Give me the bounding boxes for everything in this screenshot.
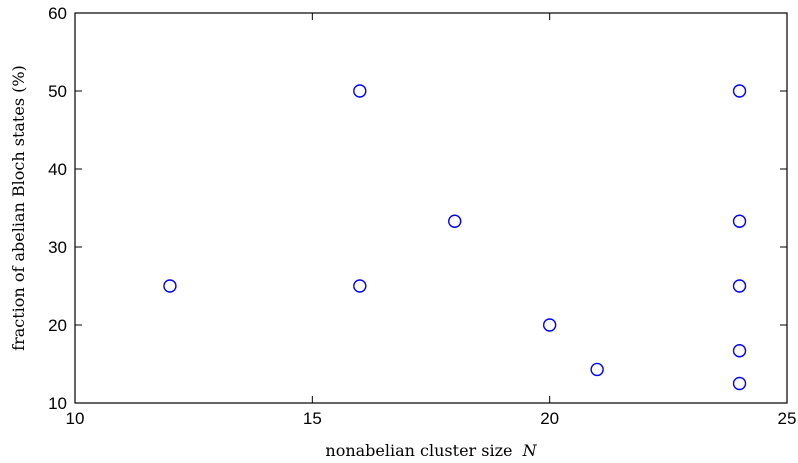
data-point <box>732 344 747 358</box>
y-axis-label: fraction of abelian Bloch states (%) <box>9 65 28 351</box>
data-point <box>353 84 367 98</box>
x-axis-label-text: nonabelian cluster size <box>325 441 512 460</box>
x-axis-label-variable: N <box>522 441 538 460</box>
data-points <box>163 84 747 391</box>
data-point <box>542 318 557 332</box>
axis-tick-labels: 10 15 20 25 10 20 30 40 50 60 <box>48 4 796 428</box>
y-tick-label: 50 <box>48 82 67 101</box>
x-tick-label: 20 <box>540 409 559 428</box>
data-point <box>163 279 177 293</box>
y-tick-label: 60 <box>48 4 67 23</box>
data-point <box>732 214 747 228</box>
data-point <box>732 376 747 391</box>
data-point <box>732 84 747 98</box>
axis-ticks <box>74 12 788 404</box>
x-tick-label: 25 <box>778 409 797 428</box>
y-tick-label: 20 <box>48 316 67 335</box>
x-tick-label: 10 <box>66 409 85 428</box>
plot-area <box>74 12 788 404</box>
data-point <box>448 214 462 228</box>
x-tick-label: 15 <box>303 409 322 428</box>
y-tick-label: 40 <box>48 160 67 179</box>
x-axis-label: nonabelian cluster size N <box>325 441 537 460</box>
y-tick-label: 10 <box>48 394 67 413</box>
y-tick-label: 30 <box>48 238 67 257</box>
data-point <box>732 279 747 293</box>
data-point <box>353 279 367 293</box>
data-point <box>590 362 604 377</box>
